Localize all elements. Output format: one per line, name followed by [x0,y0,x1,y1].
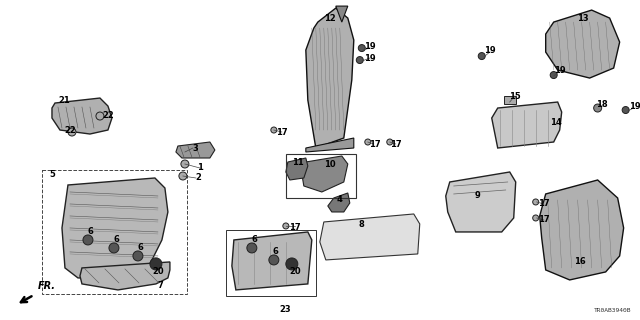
Text: 19: 19 [629,101,640,110]
Polygon shape [176,142,215,158]
Text: 9: 9 [475,191,481,200]
Polygon shape [492,102,562,148]
Text: 17: 17 [369,140,381,148]
Text: 6: 6 [87,228,93,236]
Text: 22: 22 [64,125,76,134]
Circle shape [133,251,143,261]
Circle shape [96,112,104,120]
Text: 17: 17 [390,140,401,148]
Text: 15: 15 [509,92,520,100]
Circle shape [532,215,539,221]
Text: 13: 13 [577,13,589,23]
Text: 21: 21 [58,96,70,105]
Circle shape [247,243,257,253]
Text: TR0AB3940B: TR0AB3940B [594,308,632,313]
Polygon shape [302,156,348,192]
Text: 20: 20 [152,268,164,276]
Polygon shape [328,193,350,212]
Text: 3: 3 [192,143,198,153]
Text: 17: 17 [538,199,550,208]
Circle shape [594,104,602,112]
Polygon shape [546,10,620,78]
Polygon shape [445,172,516,232]
Circle shape [356,57,364,64]
Text: 12: 12 [324,13,336,23]
Circle shape [83,235,93,245]
Text: 17: 17 [538,215,550,224]
Polygon shape [232,232,312,290]
Text: 8: 8 [359,220,365,229]
Circle shape [271,127,277,133]
Bar [226,230,316,296]
Text: 7: 7 [157,281,163,291]
Text: 20: 20 [289,268,301,276]
Text: 11: 11 [292,158,304,167]
Text: 1: 1 [197,164,203,172]
Polygon shape [52,98,112,134]
Text: 5: 5 [49,171,55,180]
Text: 16: 16 [574,258,586,267]
Text: 14: 14 [550,117,561,126]
Polygon shape [62,178,168,278]
Polygon shape [306,8,354,148]
Text: 19: 19 [484,45,495,55]
Circle shape [358,44,365,52]
Circle shape [550,72,557,78]
Text: 22: 22 [102,110,114,120]
Polygon shape [540,180,623,280]
Circle shape [532,199,539,205]
Polygon shape [286,158,308,180]
Circle shape [68,128,76,136]
Bar [286,154,356,198]
Circle shape [365,139,371,145]
Polygon shape [336,6,348,22]
Text: FR.: FR. [38,281,56,291]
Text: 6: 6 [273,247,279,256]
Circle shape [109,243,119,253]
Text: 17: 17 [276,127,287,137]
Circle shape [181,160,189,168]
Polygon shape [80,262,170,290]
Text: 18: 18 [596,100,607,108]
Polygon shape [320,214,420,260]
Circle shape [286,258,298,270]
Text: 23: 23 [279,305,291,315]
Circle shape [622,107,629,114]
Circle shape [179,172,187,180]
Bar [42,170,187,294]
Circle shape [150,258,162,270]
Text: 19: 19 [364,53,376,62]
Text: 19: 19 [554,66,566,75]
Text: 6: 6 [138,244,144,252]
Text: 4: 4 [337,196,343,204]
Polygon shape [306,138,354,152]
Text: 2: 2 [195,173,201,182]
Text: 6: 6 [252,236,258,244]
Bar [504,96,516,104]
Circle shape [283,223,289,229]
Circle shape [387,139,393,145]
Text: 10: 10 [324,161,335,170]
Circle shape [478,52,485,60]
Text: 6: 6 [114,236,120,244]
Text: 17: 17 [289,223,301,232]
Circle shape [269,255,279,265]
Text: 19: 19 [364,42,376,51]
